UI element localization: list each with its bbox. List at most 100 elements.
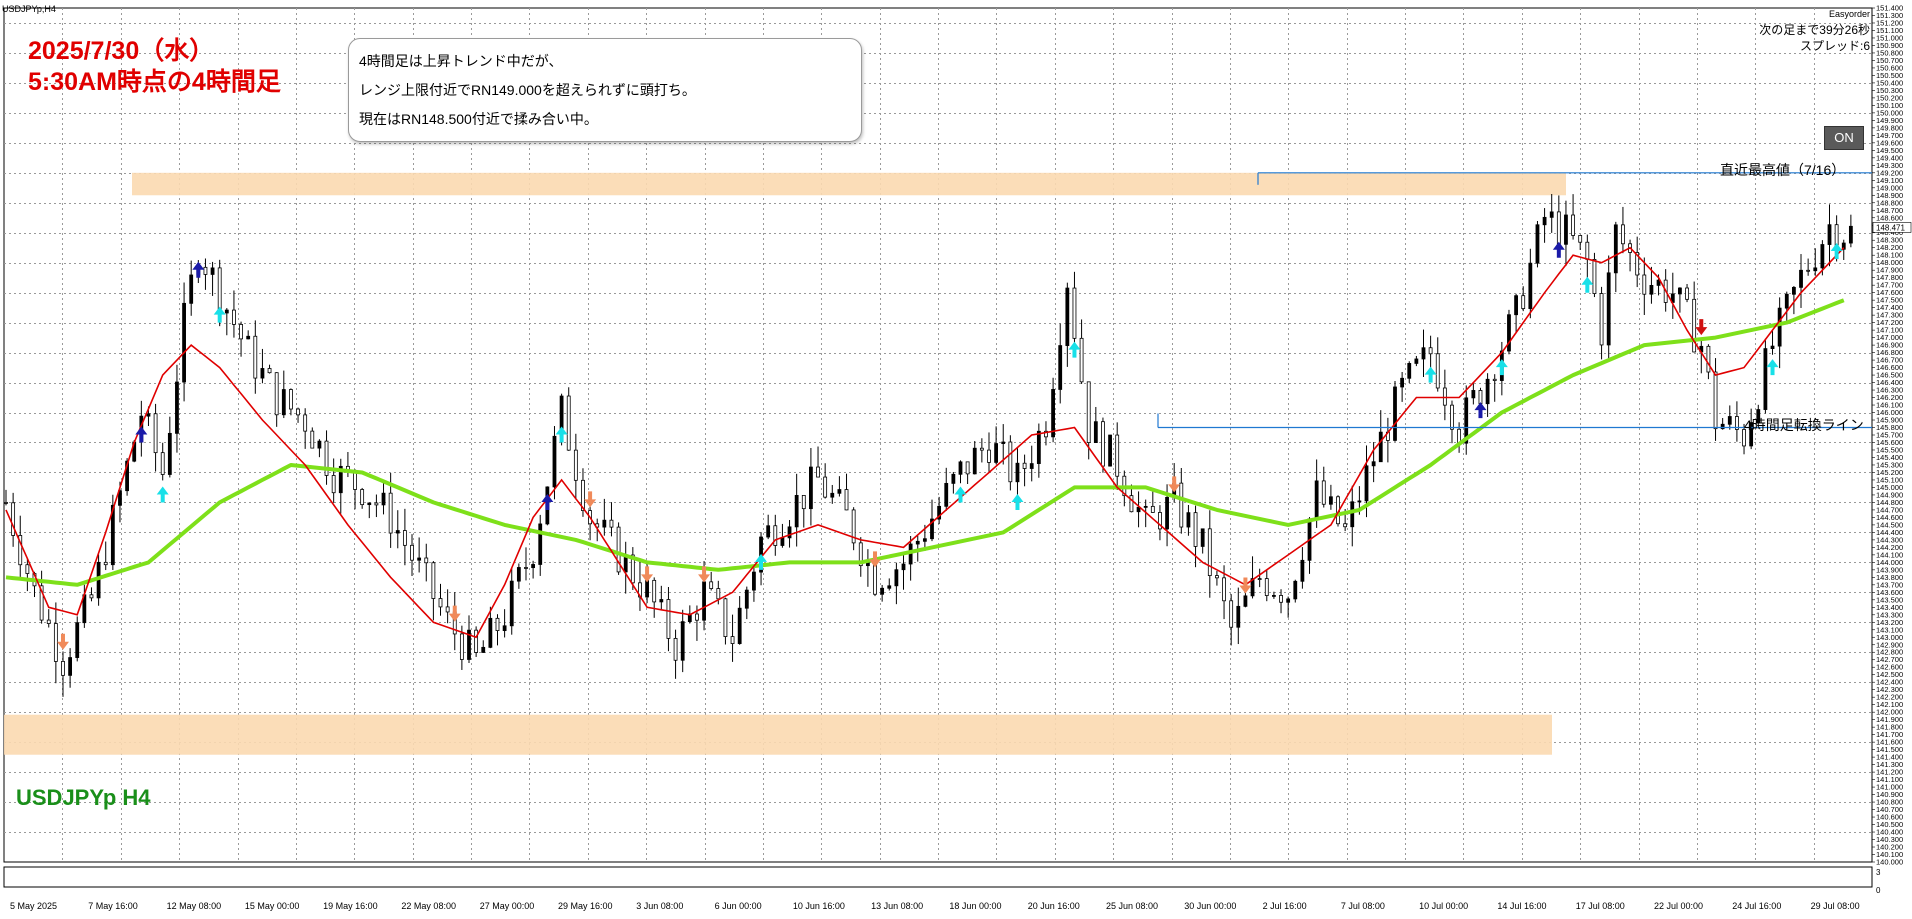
y-tick-label: 145.300 <box>1876 460 1903 469</box>
y-tick-label: 144.000 <box>1876 558 1903 567</box>
bull-candle <box>1407 363 1412 379</box>
bear-candle <box>217 267 222 314</box>
bull-candle <box>1820 244 1825 269</box>
support-line-label: 4時間足転換ライン <box>1744 417 1864 433</box>
bull-candle <box>1058 345 1063 390</box>
y-tick-label: 146.700 <box>1876 356 1903 365</box>
bull-candle <box>1328 496 1333 505</box>
y-tick-label: 144.100 <box>1876 550 1903 559</box>
y-tick-label: 145.000 <box>1876 483 1903 492</box>
bear-candle <box>1264 578 1269 596</box>
support-zone <box>4 714 1552 755</box>
bull-candle <box>951 473 956 484</box>
x-tick-label: 17 Jul 08:00 <box>1576 901 1625 911</box>
bull-candle <box>780 537 785 546</box>
bull-candle <box>1421 347 1426 360</box>
bear-candle <box>1735 416 1739 430</box>
bear-candle <box>1008 441 1013 483</box>
bear-candle <box>1044 430 1048 438</box>
y-tick-label: 145.200 <box>1876 468 1903 477</box>
bear-candle <box>103 561 108 566</box>
bull-candle <box>1549 211 1554 218</box>
bull-candle <box>175 381 179 434</box>
horizontal-lines[interactable] <box>1157 172 1872 429</box>
bear-candle <box>203 266 208 275</box>
bear-candle <box>1257 578 1262 581</box>
bull-candle <box>118 490 122 506</box>
on-toggle-button[interactable]: ON <box>1824 126 1864 150</box>
buy-signal-arrow <box>1424 366 1437 383</box>
y-tick-label: 151.200 <box>1876 18 1903 27</box>
x-tick-label: 2 Jul 16:00 <box>1263 901 1307 911</box>
y-tick-label: 141.900 <box>1876 715 1903 724</box>
y-tick-label: 149.300 <box>1876 161 1903 170</box>
sell-signal-arrow <box>56 633 69 650</box>
bull-candle <box>744 589 749 609</box>
bull-candle <box>1371 461 1376 467</box>
bear-candle <box>289 389 293 410</box>
bull-candle <box>1841 242 1846 250</box>
bear-candle <box>53 623 58 662</box>
easyorder-label: Easyorder <box>1828 9 1870 19</box>
bear-candle <box>1428 347 1433 355</box>
bull-candle <box>1678 287 1682 295</box>
buy-signal-arrow <box>156 486 169 503</box>
y-tick-label: 141.400 <box>1876 753 1903 762</box>
bull-candle <box>1165 496 1169 530</box>
y-tick-label: 142.900 <box>1876 640 1903 649</box>
bull-candle <box>1813 267 1818 272</box>
y-tick-label: 147.800 <box>1876 273 1903 282</box>
candlesticks <box>4 194 1853 697</box>
bull-candle <box>887 585 892 589</box>
subwindow-scale-max: 3 <box>1876 868 1881 877</box>
bull-candle <box>1143 505 1148 508</box>
y-tick-label: 144.300 <box>1876 535 1903 544</box>
bear-candle <box>1706 345 1711 373</box>
y-tick-label: 146.600 <box>1876 363 1903 372</box>
bull-candle <box>1243 595 1248 607</box>
bull-candle <box>766 525 771 538</box>
y-tick-label: 145.800 <box>1876 423 1903 432</box>
order-panel-info: Easyorder 次の足まで39分26秒 スプレッド:6 <box>1759 6 1870 54</box>
bull-candle <box>944 482 949 507</box>
x-tick-label: 15 May 00:00 <box>245 901 300 911</box>
buy-signal-arrow <box>555 426 568 443</box>
bear-candle <box>673 638 678 661</box>
bear-candle <box>695 613 699 621</box>
bear-candle <box>1742 429 1746 447</box>
y-tick-label: 141.500 <box>1876 745 1903 754</box>
y-tick-label: 147.300 <box>1876 311 1903 320</box>
bear-candle <box>987 449 991 463</box>
bear-candle <box>1343 523 1348 528</box>
bull-candle <box>317 440 322 449</box>
x-tick-label: 3 Jun 08:00 <box>636 901 683 911</box>
bull-candle <box>894 569 899 587</box>
y-tick-label: 141.200 <box>1876 768 1903 777</box>
price-zones <box>4 172 1566 755</box>
bear-candle <box>630 554 635 584</box>
bull-candle <box>1236 605 1241 628</box>
bear-candle <box>573 449 578 481</box>
y-tick-label: 143.300 <box>1876 610 1903 619</box>
bear-candle <box>1556 211 1561 245</box>
y-tick-label: 140.400 <box>1876 828 1903 837</box>
bull-candle <box>1727 416 1732 425</box>
bull-candle <box>1314 480 1319 520</box>
y-tick-label: 143.400 <box>1876 603 1903 612</box>
bull-candle <box>752 571 756 591</box>
bear-candle <box>616 526 621 573</box>
bull-candle <box>1286 598 1291 603</box>
x-tick-label: 10 Jun 16:00 <box>793 901 845 911</box>
y-tick-label: 150.700 <box>1876 56 1903 65</box>
y-tick-label: 149.100 <box>1876 176 1903 185</box>
y-tick-label: 147.200 <box>1876 318 1903 327</box>
bull-candle <box>901 563 906 571</box>
y-tick-label: 146.400 <box>1876 378 1903 387</box>
y-tick-label: 140.500 <box>1876 820 1903 829</box>
buy-signal-arrow <box>192 261 205 278</box>
bull-candle <box>680 621 685 661</box>
bull-candle <box>1378 431 1383 463</box>
bear-candle <box>730 636 735 644</box>
x-tick-label: 25 Jun 08:00 <box>1106 901 1158 911</box>
